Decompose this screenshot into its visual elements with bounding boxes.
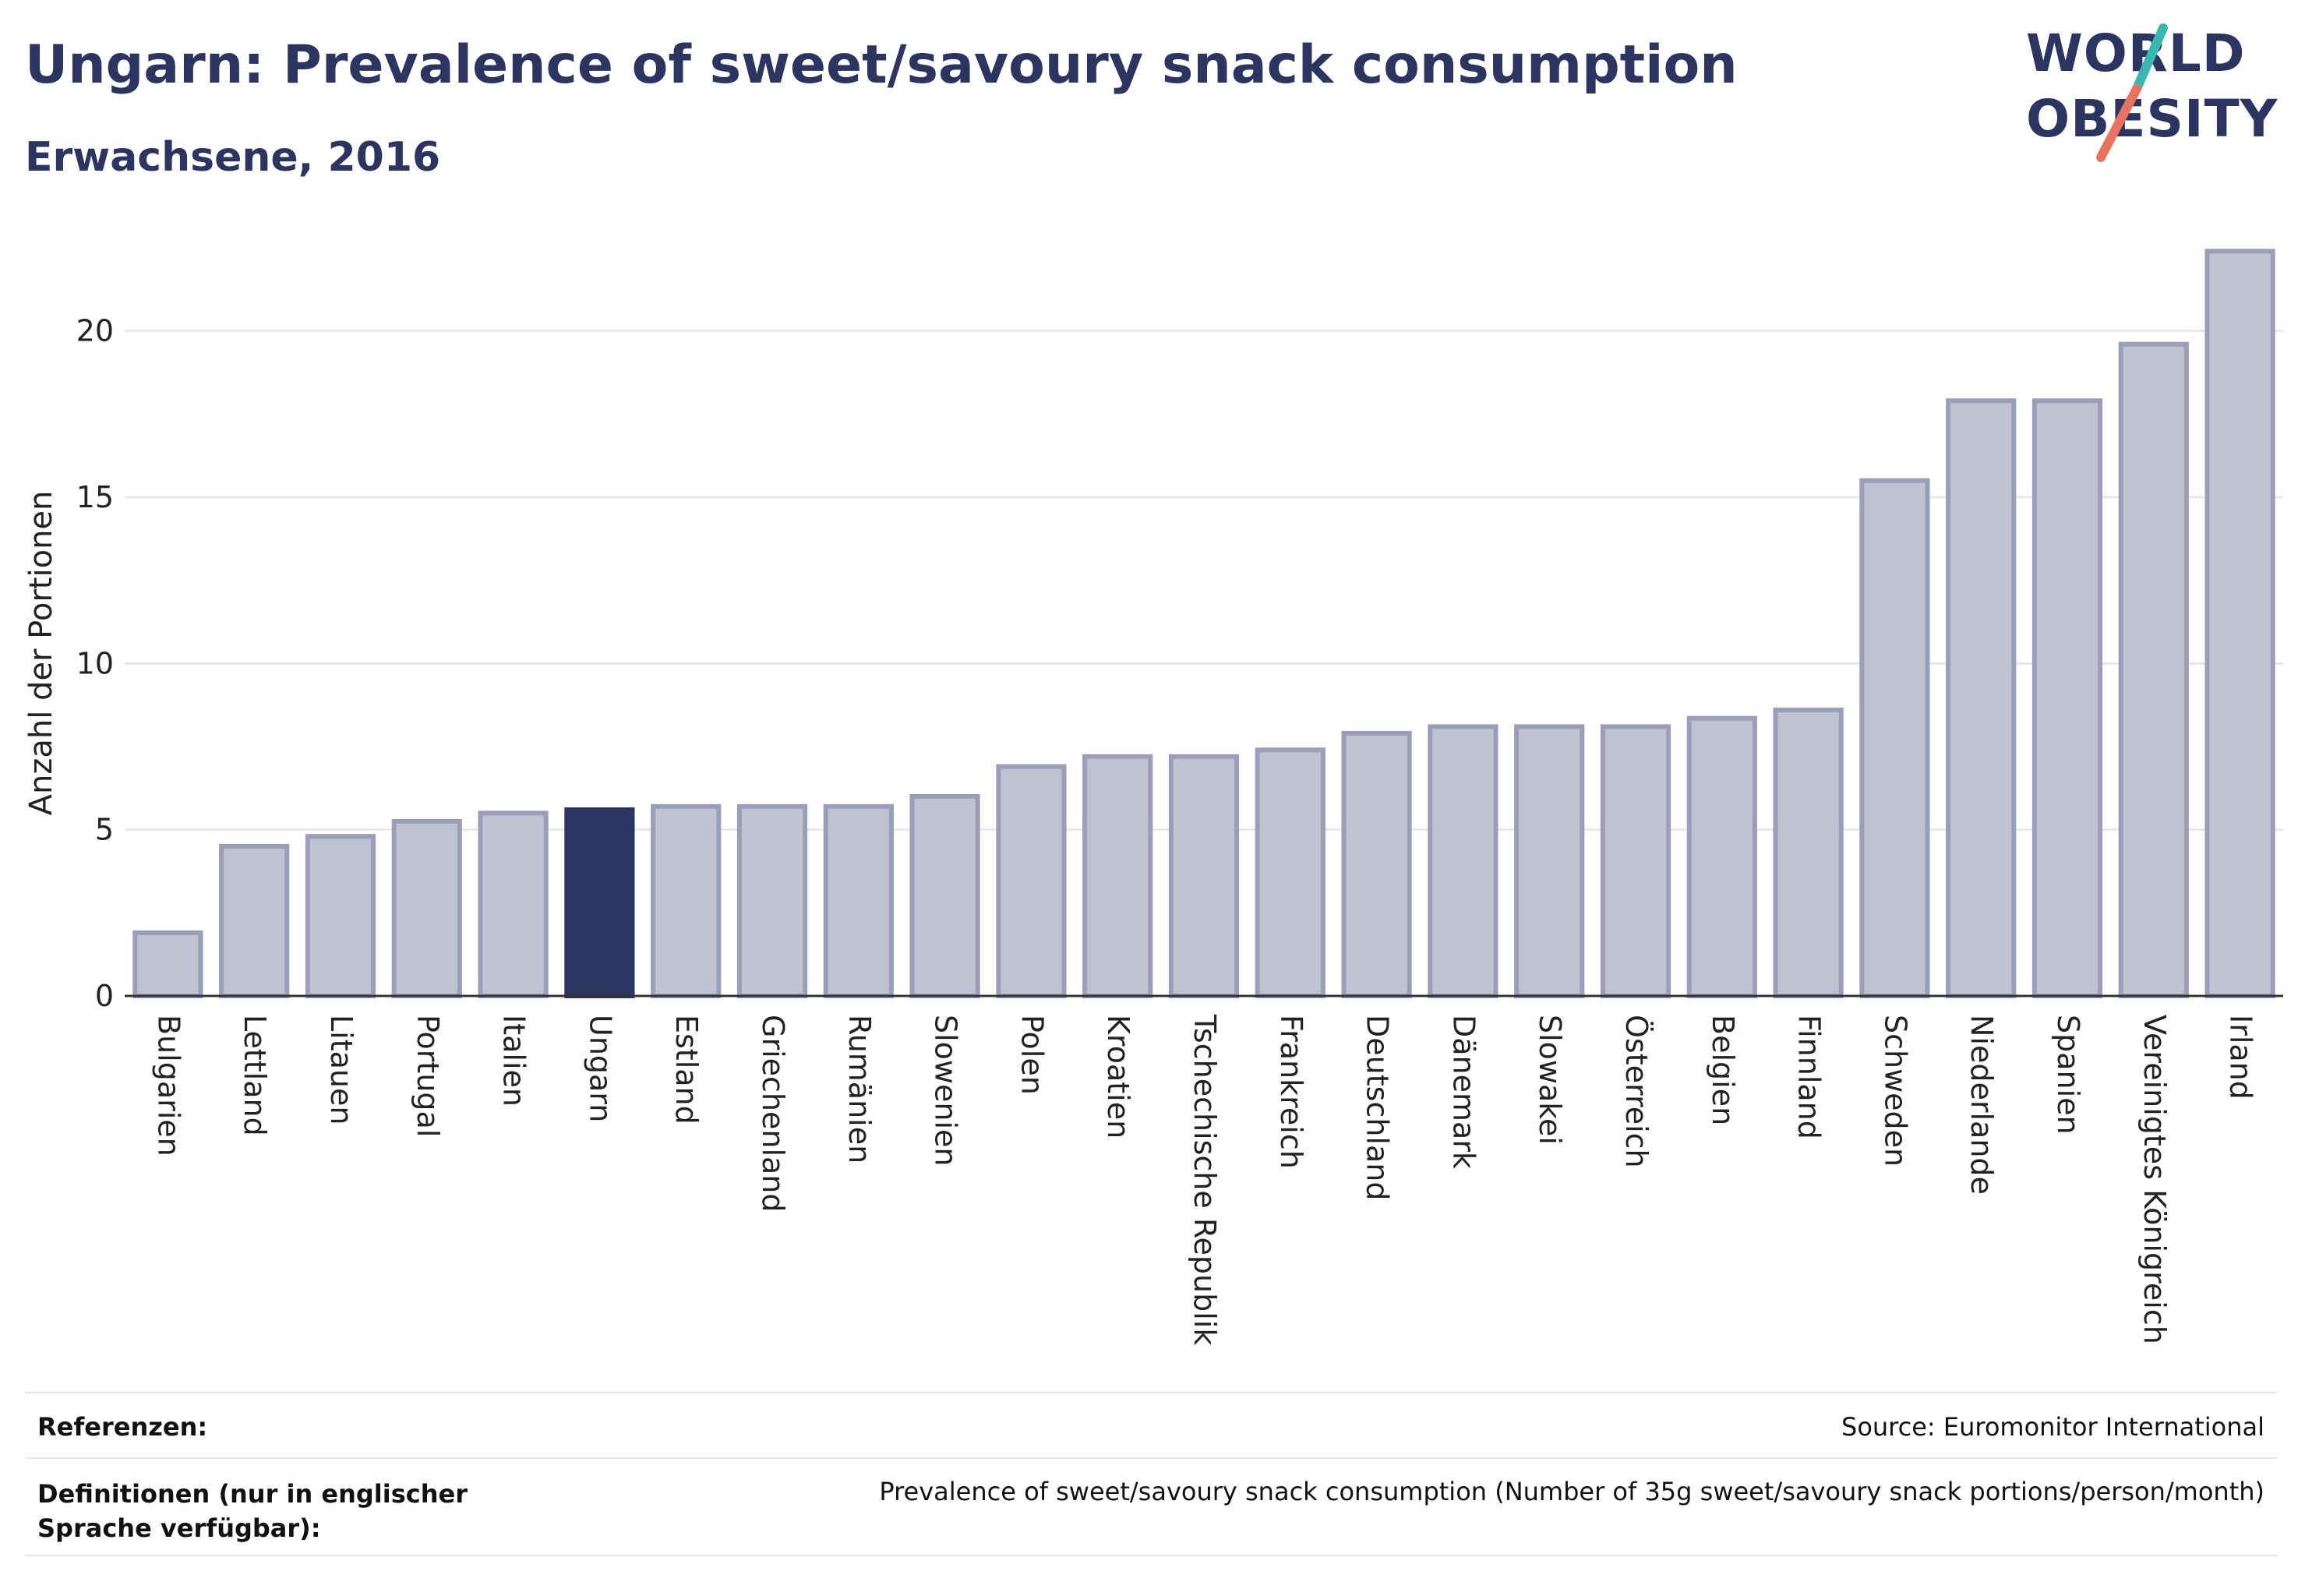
bars [132, 249, 2275, 999]
bar-tschechische-republik [1168, 754, 1240, 998]
bar-polen [996, 764, 1067, 998]
x-tick-label: Schweden [1878, 1015, 1912, 1167]
chart-title: Ungarn: Prevalence of sweet/savoury snac… [25, 34, 1738, 96]
bar-niederlande [1946, 398, 2017, 998]
footer-divider-top [25, 1392, 2277, 1393]
x-tick-label: Tschechische Republik [1188, 1014, 1222, 1345]
bar-slowakei [1514, 724, 1585, 999]
x-tick-label: Lettland [238, 1015, 272, 1136]
y-tick-label: 0 [95, 979, 114, 1013]
references-row: Referenzen: Source: Euromonitor Internat… [25, 1412, 2277, 1459]
bar-slowenien [909, 794, 980, 998]
references-label: Referenzen: [37, 1412, 208, 1442]
x-tick-label: Belgien [1706, 1015, 1740, 1125]
bar-frankreich [1255, 747, 1325, 998]
bar-spanien [2031, 398, 2103, 998]
y-tick-labels: 0 5 10 15 20 [76, 314, 114, 1013]
bar-irland [2204, 249, 2275, 998]
footer-divider-middle [25, 1457, 2277, 1459]
bar-kroatien [1082, 754, 1153, 998]
definitions-label: Definitionen (nur in englischer Sprache … [37, 1479, 468, 1543]
logo-line-1: WORLD [2026, 23, 2246, 83]
x-tick-label: Dänemark [1446, 1015, 1481, 1169]
bar-bulgarien [132, 930, 203, 999]
x-tick-label: Rumänien [842, 1015, 877, 1163]
bar-lettland [219, 844, 290, 998]
x-tick-label: Deutschland [1361, 1015, 1395, 1200]
x-tick-label: Polen [1015, 1015, 1049, 1095]
x-tick-label: Estland [669, 1015, 704, 1125]
x-tick-label: Ungarn [583, 1015, 617, 1122]
bar-estland [651, 803, 722, 999]
x-tick-label: Vereinigtes Königreich [2137, 1015, 2172, 1344]
bar-schweden [1859, 478, 1930, 998]
x-tick-label: Italien [497, 1015, 531, 1107]
bar-belgien [1686, 715, 1757, 998]
x-tick-label: Litauen [324, 1015, 358, 1125]
bar-italien [478, 810, 549, 999]
bar-rumänien [823, 803, 894, 999]
y-tick-label: 5 [95, 813, 114, 847]
bar-portugal [391, 819, 462, 998]
x-tick-label: Österreich [1619, 1015, 1654, 1168]
bar-ungarn [564, 807, 635, 998]
footer-divider-bottom [25, 1555, 2277, 1556]
y-tick-label: 20 [76, 314, 114, 348]
definitions-value: Prevalence of sweet/savoury snack consum… [879, 1477, 2264, 1506]
x-tick-label: Portugal [411, 1015, 445, 1137]
y-tick-label: 15 [76, 480, 114, 514]
x-tick-label: Slowakei [1533, 1015, 1567, 1145]
y-tick-label: 10 [76, 646, 114, 680]
logo-slash-icon [2096, 23, 2168, 162]
x-tick-label: Slowenien [929, 1015, 963, 1167]
x-tick-label: Bulgarien [151, 1015, 185, 1156]
bar-deutschland [1341, 730, 1412, 999]
x-tick-labels: Bulgarien Lettland Litauen Portugal Italien U… [151, 1014, 2257, 1345]
bar-chart: 0 5 10 15 20 Bulgarien Lettland Litauen Portuga… [23, 249, 2283, 1345]
x-tick-label: Frankreich [1274, 1015, 1308, 1169]
x-tick-label: Kroatien [1101, 1015, 1135, 1139]
x-tick-label: Spanien [2051, 1015, 2085, 1135]
x-tick-label: Finnland [1792, 1015, 1827, 1139]
x-tick-label: Irland [2224, 1015, 2258, 1100]
world-obesity-logo: WORLD OBESITY [2026, 23, 2291, 164]
references-value: Source: Euromonitor International [1841, 1412, 2264, 1442]
bar-österreich [1600, 724, 1671, 999]
chart-subtitle: Erwachsene, 2016 [25, 134, 441, 181]
logo-line-2: OBESITY [2026, 89, 2279, 149]
bar-litauen [305, 834, 376, 998]
bar-dänemark [1428, 724, 1498, 999]
bar-finnland [1773, 708, 1844, 998]
definitions-row: Definitionen (nur in englischer Sprache … [25, 1477, 2277, 1562]
x-tick-label: Griechenland [756, 1015, 790, 1213]
bar-vereinigtes-königreich [2118, 341, 2189, 998]
y-axis-label: Anzahl der Portionen [23, 491, 59, 816]
x-tick-label: Niederlande [1964, 1015, 1999, 1195]
bar-griechenland [736, 803, 808, 999]
